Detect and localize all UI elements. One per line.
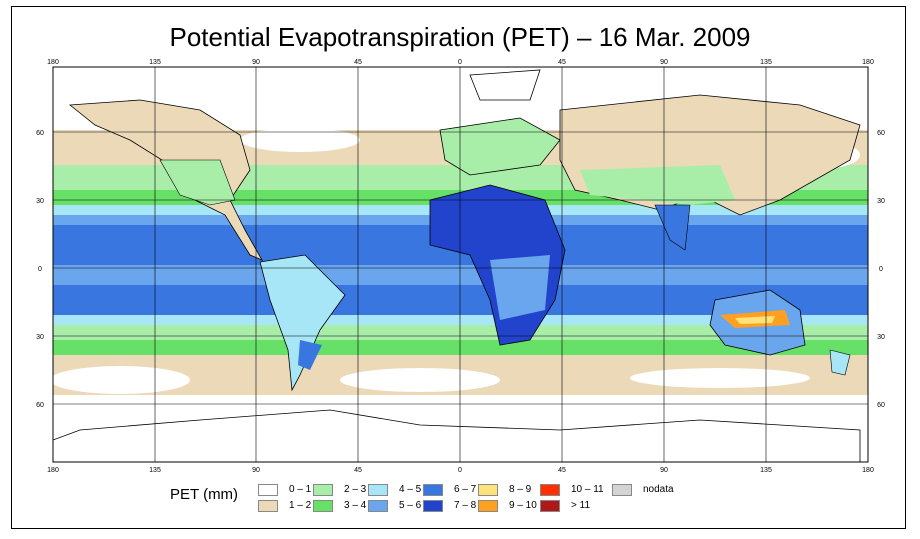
legend-label: > 11 (571, 500, 590, 511)
legend-label: 10 – 11 (571, 484, 604, 495)
lon-label-top: 45 (558, 59, 566, 66)
lat-label-left: 30 (36, 198, 44, 205)
legend-label: 3 – 4 (344, 500, 367, 511)
lat-label-left: 30 (36, 334, 44, 341)
lon-label-top: 0 (458, 59, 462, 66)
lon-label-top: 135 (149, 59, 161, 66)
legend-swatch (423, 484, 443, 496)
lon-label-top: 180 (47, 59, 59, 66)
legend-label: 6 – 7 (454, 484, 477, 495)
lon-label-bottom: 135 (760, 467, 772, 474)
lon-label-bottom: 0 (458, 467, 462, 474)
legend-swatch (368, 484, 388, 496)
lat-label-right: 30 (877, 334, 885, 341)
legend-label: 0 – 1 (289, 484, 312, 495)
lon-label-bottom: 180 (862, 467, 874, 474)
graticule (53, 67, 868, 462)
lon-label-bottom: 90 (252, 467, 260, 474)
legend-title: PET (mm) (170, 486, 239, 503)
lat-labels-left: 60 30 0 30 60 (36, 130, 44, 409)
lon-label-bottom: 180 (47, 467, 59, 474)
legend-swatch (540, 484, 560, 496)
lat-label-right: 60 (877, 402, 885, 409)
lon-label-top: 45 (354, 59, 362, 66)
legend-label: 1 – 2 (289, 500, 312, 511)
lat-label-right: 60 (877, 130, 885, 137)
legend-swatch (313, 484, 333, 496)
lat-label-left: 60 (36, 402, 44, 409)
lat-label-right: 0 (879, 266, 883, 273)
lat-label-left: 60 (36, 130, 44, 137)
pet-field (53, 67, 868, 462)
legend-swatch (612, 484, 632, 496)
map-title: Potential Evapotranspiration (PET) – 16 … (169, 22, 751, 52)
lon-label-top: 180 (862, 59, 874, 66)
lon-label-top: 135 (760, 59, 772, 66)
legend-swatch (258, 484, 278, 496)
lat-label-left: 0 (38, 266, 42, 273)
lon-labels-bottom: 180 135 90 45 0 45 90 135 180 (47, 467, 874, 474)
legend-label: 7 – 8 (454, 500, 477, 511)
legend-label: nodata (643, 484, 674, 495)
legend-label: 2 – 3 (344, 484, 367, 495)
lon-label-top: 90 (252, 59, 260, 66)
map-border (52, 66, 869, 463)
legend-swatch (540, 500, 560, 512)
legend-swatch (478, 500, 498, 512)
lon-label-bottom: 135 (149, 467, 161, 474)
legend-swatch (258, 500, 278, 512)
lat-labels-right: 60 30 0 30 60 (877, 130, 885, 409)
legend-swatch (313, 500, 333, 512)
legend-swatch (478, 484, 498, 496)
lat-label-right: 30 (877, 198, 885, 205)
lon-label-top: 90 (660, 59, 668, 66)
lon-labels-top: 180 135 90 45 0 45 90 135 180 (47, 59, 874, 66)
legend-swatch (423, 500, 443, 512)
lon-label-bottom: 90 (660, 467, 668, 474)
legend-label: 9 – 10 (509, 500, 537, 511)
lon-label-bottom: 45 (354, 467, 362, 474)
legend-label: 4 – 5 (399, 484, 422, 495)
lon-label-bottom: 45 (558, 467, 566, 474)
legend-label: 8 – 9 (509, 484, 532, 495)
legend-label: 5 – 6 (399, 500, 422, 511)
legend-swatch (368, 500, 388, 512)
